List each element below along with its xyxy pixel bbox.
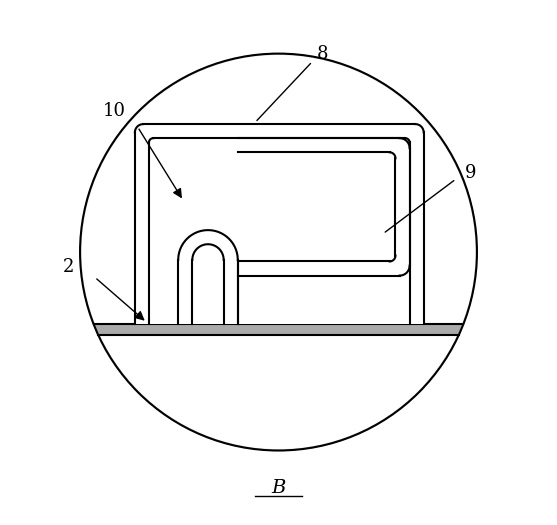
Text: B: B: [271, 479, 286, 497]
Text: 9: 9: [465, 164, 476, 182]
Text: 10: 10: [102, 102, 125, 120]
Text: 8: 8: [317, 45, 329, 62]
Text: 2: 2: [63, 258, 74, 276]
Polygon shape: [94, 324, 463, 334]
Circle shape: [82, 56, 475, 448]
Circle shape: [80, 54, 477, 450]
Bar: [135, 124, 424, 324]
